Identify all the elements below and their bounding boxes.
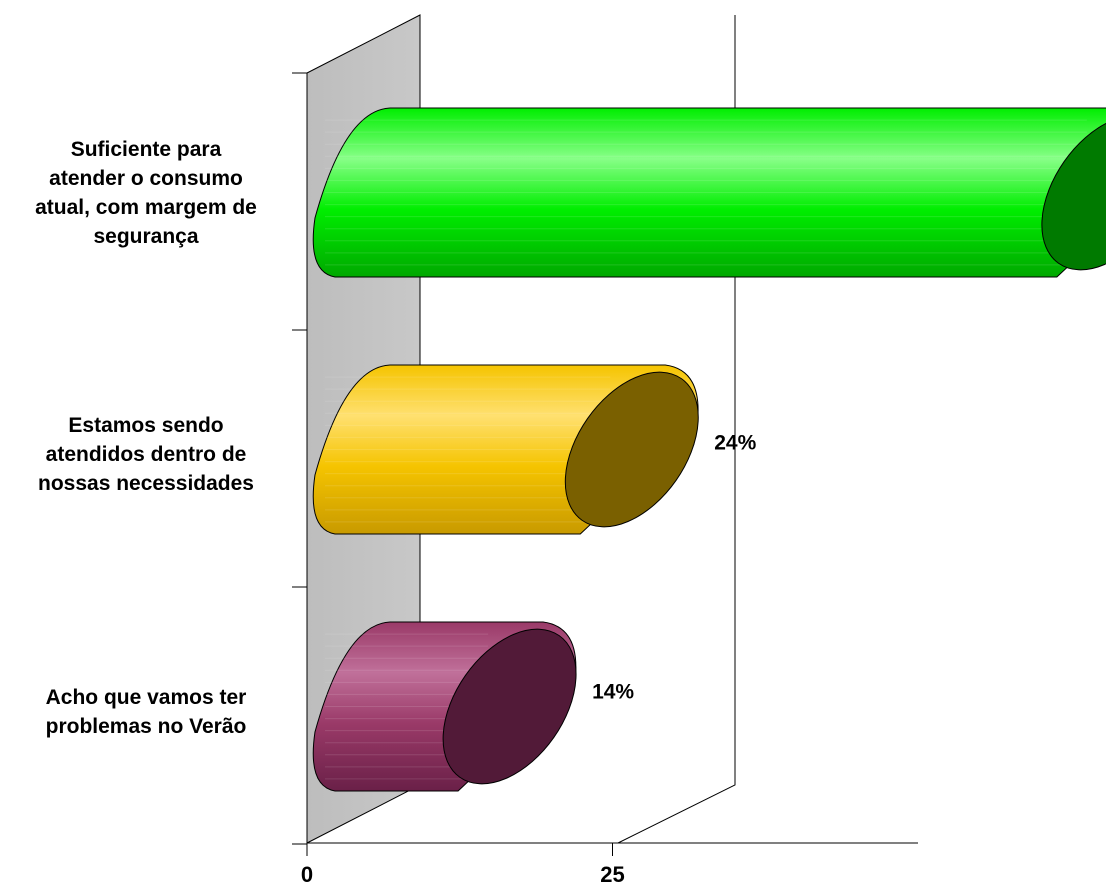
bar-end-cap: [442, 628, 577, 785]
bar-body: [312, 107, 1106, 278]
x-tick-label: 0: [301, 862, 313, 887]
category-label-line: nossas necessidades: [38, 471, 254, 495]
bar: [312, 621, 577, 792]
category-label-line: Estamos sendo: [68, 413, 224, 437]
bar-end-cap: [1041, 114, 1106, 271]
category-label-line: Acho que vamos ter: [45, 686, 247, 709]
bar: [312, 107, 1106, 278]
category-label-line: atual, com margem de: [35, 196, 257, 219]
category-label-line: segurança: [93, 225, 199, 248]
category-label: Estamos sendo atendidos dentro de nossas n…: [0, 411, 296, 498]
category-label-line: atender o consumo: [49, 167, 243, 190]
bar: [312, 364, 699, 535]
category-label: Acho que vamos ter problemas no Verão: [0, 683, 296, 741]
category-label: Suficiente para atender o consumo atual, c…: [0, 135, 296, 251]
data-label: 24%: [714, 432, 756, 455]
x-tick-label: 25: [600, 862, 624, 887]
data-label: 14%: [592, 681, 634, 704]
category-label-line: atendidos dentro de: [45, 442, 247, 466]
bar-end-cap: [564, 371, 699, 528]
category-label-line: Suficiente para: [70, 138, 222, 161]
category-label-line: problemas no Verão: [45, 715, 247, 738]
